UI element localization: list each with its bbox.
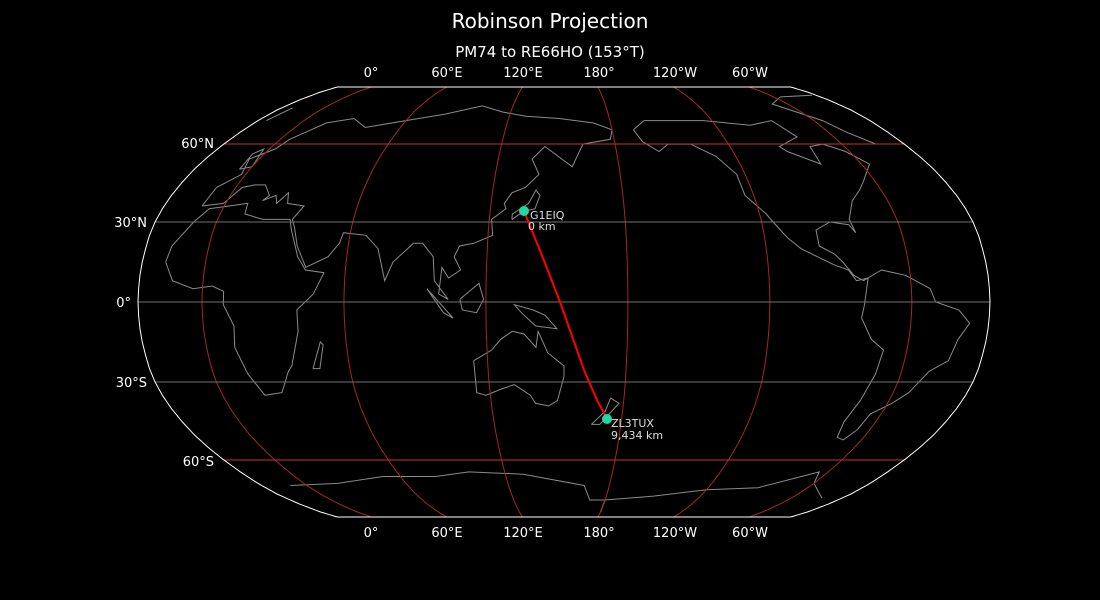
coastline: [771, 96, 877, 145]
lat-tick: 0°: [116, 296, 131, 311]
lon-tick-top: 120°E: [503, 66, 543, 81]
coastline: [312, 341, 324, 370]
lat-tick: 60°S: [183, 455, 214, 470]
great-circle-path: [523, 210, 608, 420]
start-station-call: G1EIQ: [530, 209, 565, 222]
lon-tick-bottom: 60°W: [732, 526, 768, 541]
coastline: [633, 120, 871, 282]
lon-tick-top: 60°E: [431, 66, 462, 81]
map-title: Robinson Projection: [451, 9, 649, 33]
end-station-marker[interactable]: [602, 414, 612, 424]
lon-tick-top: 180°: [583, 66, 614, 81]
coastline: [591, 397, 620, 425]
lat-tick: 30°N: [114, 216, 147, 231]
coastline: [512, 303, 559, 330]
graticule: [138, 86, 990, 518]
coastline: [459, 282, 485, 314]
start-station-marker[interactable]: [519, 206, 529, 216]
coastline: [780, 94, 812, 98]
coastline: [426, 288, 454, 319]
lon-tick-bottom: 180°: [583, 526, 614, 541]
lon-tick-bottom: 0°: [364, 526, 379, 541]
coastlines: [165, 94, 971, 513]
coastline: [165, 202, 325, 396]
lon-tick-bottom: 120°E: [503, 526, 543, 541]
start-station-distance: 0 km: [528, 220, 556, 233]
end-station-call: ZL3TUX: [611, 417, 654, 430]
coastline: [836, 269, 971, 441]
map-subtitle: PM74 to RE66HO (153°T): [455, 43, 645, 61]
coastline: [600, 471, 823, 513]
coastline: [290, 471, 606, 513]
end-station-distance: 9,434 km: [611, 429, 663, 442]
coastline: [473, 329, 565, 407]
lon-tick-bottom: 60°E: [431, 526, 462, 541]
lon-tick-top: 120°W: [653, 66, 697, 81]
lat-tick: 30°S: [116, 376, 147, 391]
lat-tick: 60°N: [181, 137, 214, 152]
coastline: [266, 107, 293, 122]
lon-tick-top: 0°: [364, 66, 379, 81]
lon-tick-bottom: 120°W: [653, 526, 697, 541]
map-boundary: [137, 86, 991, 518]
tick-labels: 0° 60°E 120°E 180° 120°W 60°W 0° 60°E 12…: [114, 66, 768, 541]
lon-tick-top: 60°W: [732, 66, 768, 81]
coastline: [201, 105, 613, 300]
coastline: [239, 147, 266, 170]
